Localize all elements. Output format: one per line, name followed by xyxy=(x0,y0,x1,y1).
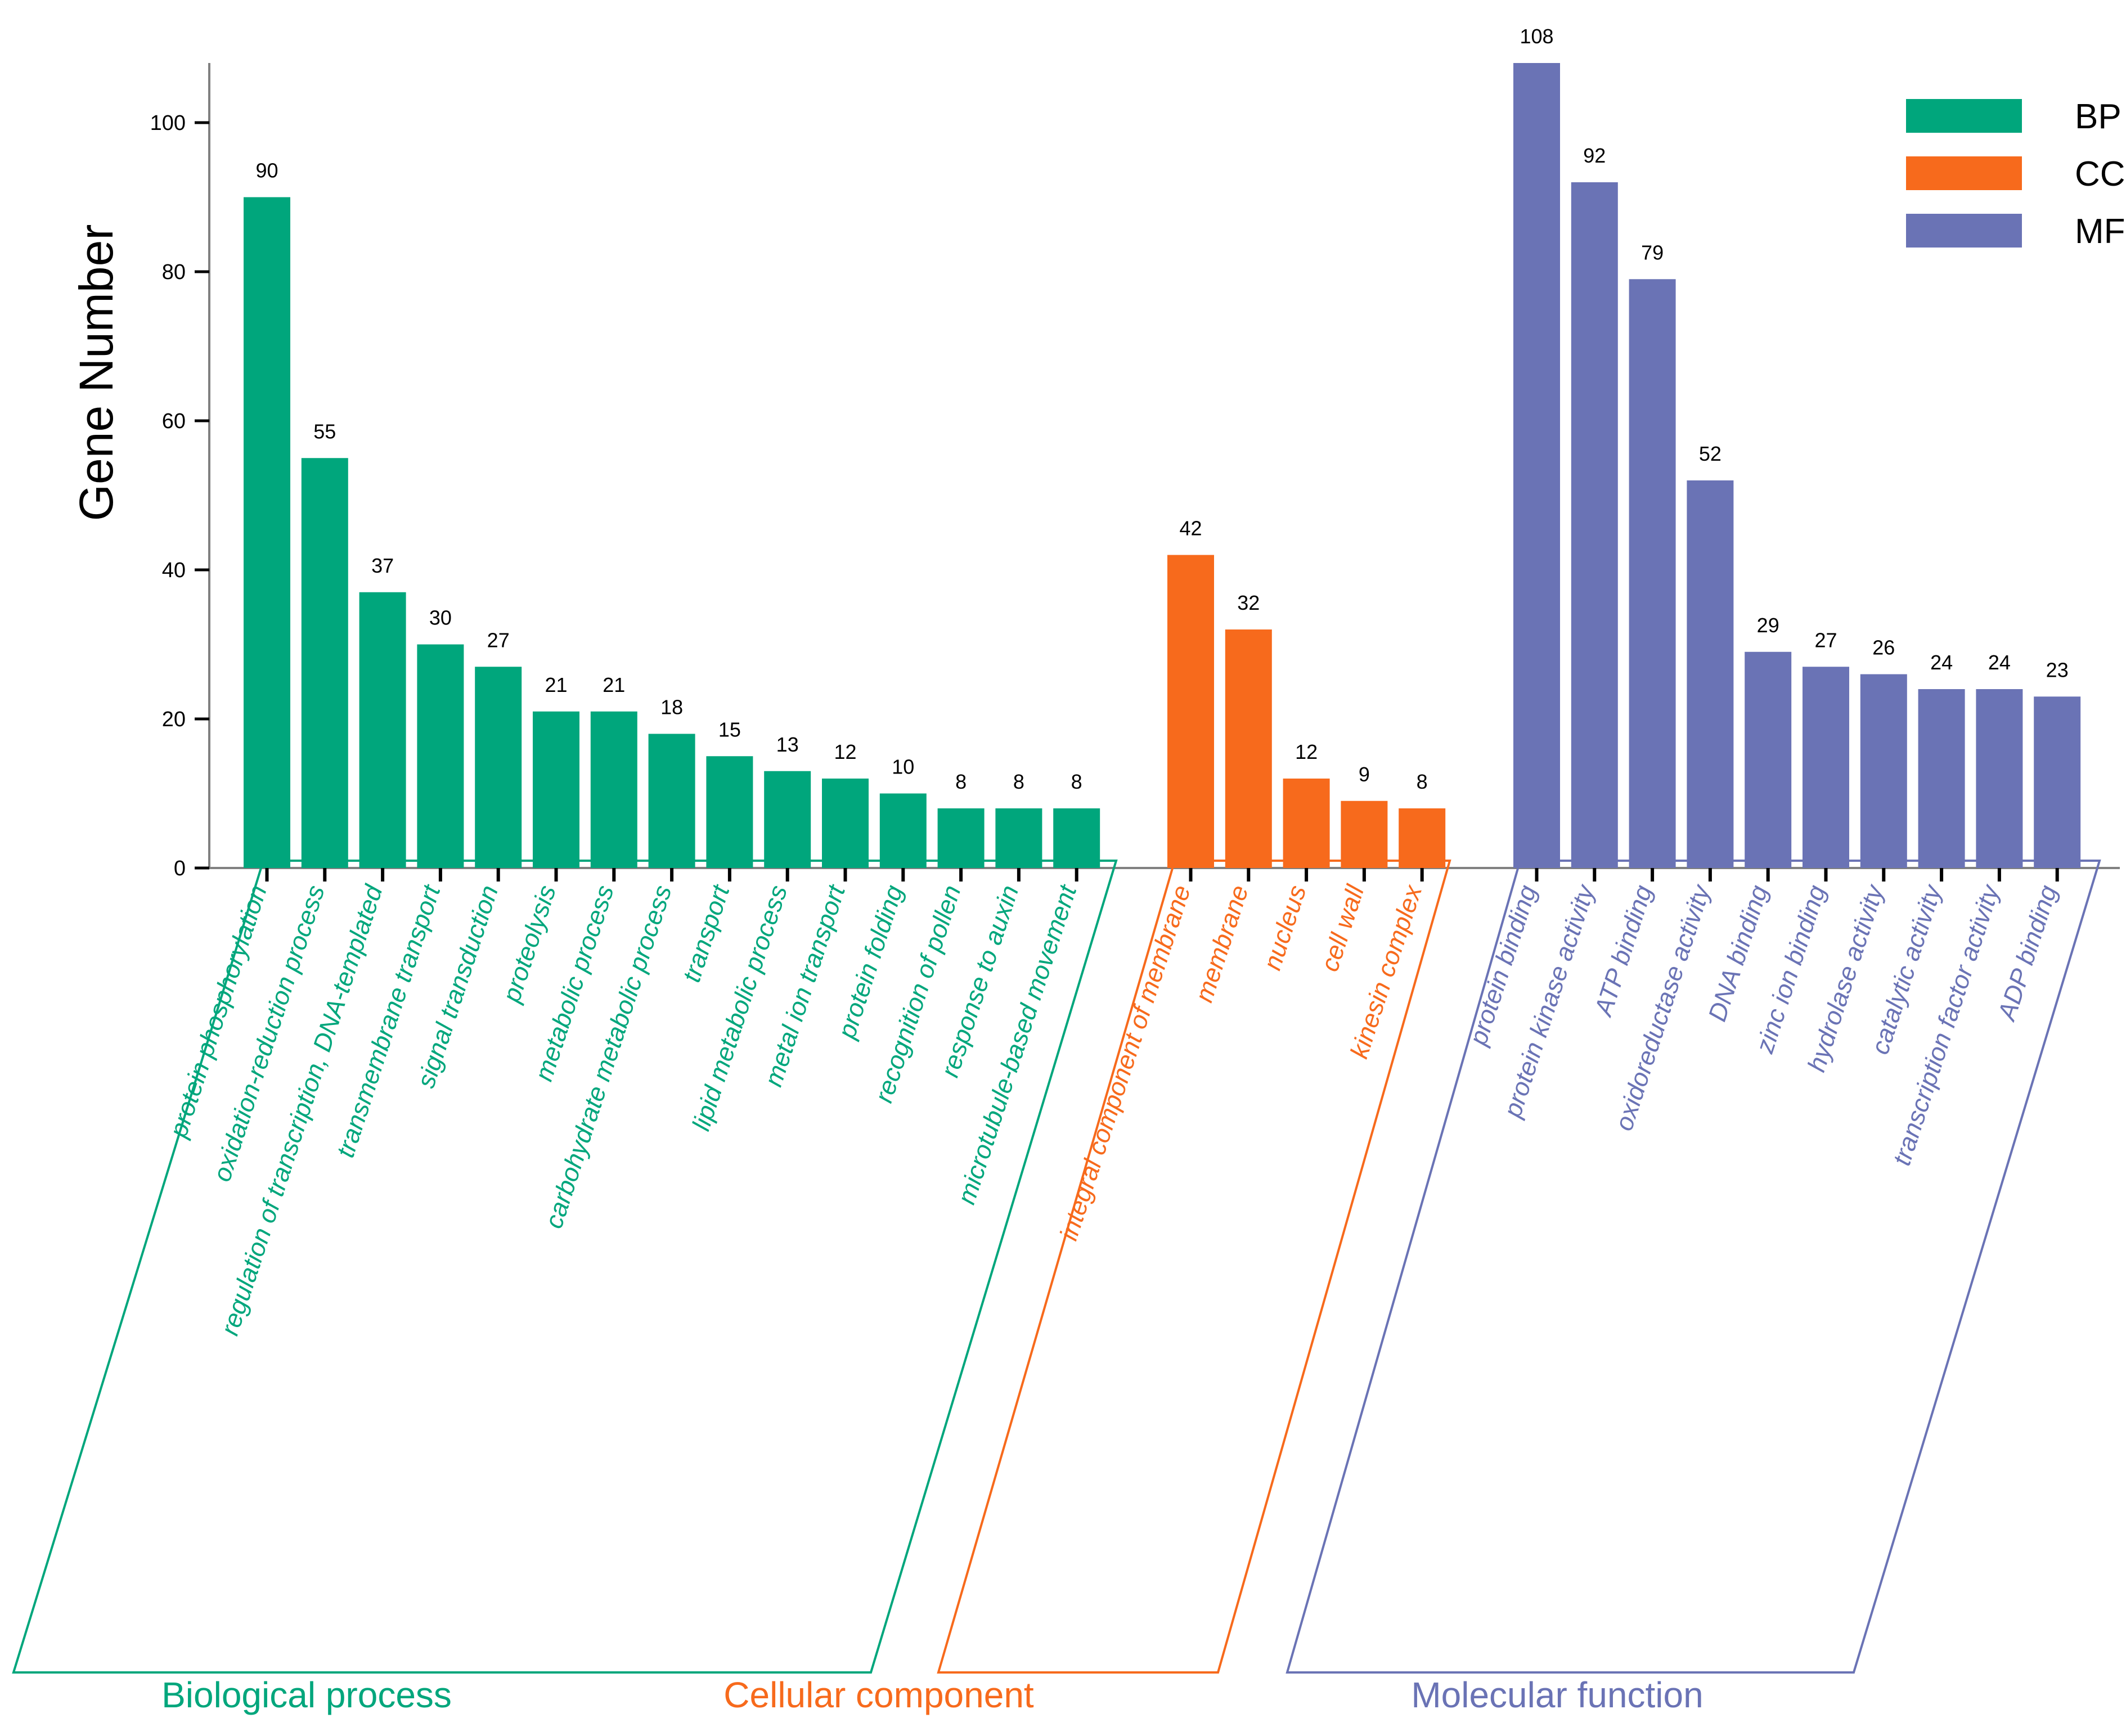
bar-value-label: 12 xyxy=(1295,740,1318,763)
bar-value-label: 32 xyxy=(1237,591,1260,614)
y-tick-label: 0 xyxy=(174,857,186,880)
bar-value-label: 90 xyxy=(255,159,278,182)
bar-value-label: 8 xyxy=(1071,770,1082,793)
bar-value-label: 8 xyxy=(955,770,967,793)
axes: 0 20 40 60 80 100 xyxy=(150,63,2120,882)
bar-bp xyxy=(764,771,811,868)
category-label: transport xyxy=(677,880,735,986)
bar-value-label: 26 xyxy=(1872,636,1895,659)
bar-mf xyxy=(1803,667,1849,868)
bar-bp xyxy=(822,779,869,868)
category-label: nucleus xyxy=(1257,882,1311,973)
bar-cc xyxy=(1225,629,1272,868)
bar-cc xyxy=(1341,800,1388,868)
bar-bp xyxy=(706,756,753,868)
legend: BP CC MF xyxy=(1906,97,2125,251)
category-label: membrane xyxy=(1189,882,1254,1005)
category-label: integral component of membrane xyxy=(1054,882,1196,1244)
bar-mf xyxy=(1513,63,1560,868)
bar-value-label: 92 xyxy=(1583,144,1606,167)
bar-bp xyxy=(1053,808,1100,868)
category-label: DNA binding xyxy=(1702,882,1773,1024)
bar-value-label: 15 xyxy=(718,718,741,741)
bar-bp xyxy=(879,793,927,868)
bar-bp xyxy=(359,592,406,868)
bar-bp xyxy=(244,197,290,868)
bar-bp xyxy=(417,644,464,868)
bar-mf xyxy=(1918,689,1965,868)
group-title-mf: Molecular function xyxy=(1411,1675,1703,1715)
bar-bp xyxy=(475,667,522,868)
bar-value-label: 55 xyxy=(313,420,336,443)
bar-value-label: 27 xyxy=(1814,628,1837,651)
category-label: ATP binding xyxy=(1588,882,1658,1020)
bar-bp xyxy=(301,458,348,868)
y-tick-label: 40 xyxy=(162,559,186,582)
bar-bp xyxy=(648,734,695,868)
y-tick-label: 20 xyxy=(162,708,186,731)
bar-value-label: 24 xyxy=(1988,651,2011,674)
bar-value-label: 18 xyxy=(660,696,683,719)
bar-bp xyxy=(995,808,1042,868)
y-axis-title: Gene Number xyxy=(70,224,123,521)
bar-mf xyxy=(1687,480,1734,868)
bar-mf xyxy=(1571,182,1618,868)
bar-bp xyxy=(590,711,637,868)
bracket-cc xyxy=(937,860,1451,1674)
group-title-bp: Biological process xyxy=(161,1675,452,1715)
bar-value-label: 21 xyxy=(545,673,567,696)
bar-cc xyxy=(1283,779,1330,868)
bar-value-label: 30 xyxy=(429,606,452,629)
y-tick-label: 60 xyxy=(162,410,186,433)
bar-mf xyxy=(1745,651,1792,868)
bar-cc xyxy=(1399,808,1446,868)
legend-label-mf: MF xyxy=(2075,212,2125,251)
bar-mf xyxy=(1860,674,1907,868)
legend-swatch-mf xyxy=(1906,214,2022,248)
bar-value-label: 23 xyxy=(2046,658,2069,681)
legend-label-cc: CC xyxy=(2075,155,2125,194)
bar-cc xyxy=(1167,555,1214,868)
bar-value-label: 27 xyxy=(487,628,510,651)
legend-swatch-cc xyxy=(1906,156,2022,190)
bar-value-label: 42 xyxy=(1179,517,1202,540)
bar-value-label: 13 xyxy=(776,733,799,756)
bar-bp xyxy=(533,711,579,868)
bracket-bp xyxy=(12,860,1118,1674)
bar-value-label: 37 xyxy=(371,554,394,577)
bar-value-label: 21 xyxy=(603,673,625,696)
bar-value-label: 9 xyxy=(1359,763,1370,786)
group-brackets: Biological process Cellular component Mole… xyxy=(12,860,2101,1715)
legend-swatch-bp xyxy=(1906,99,2022,133)
category-label: transcription factor activity xyxy=(1887,880,2005,1169)
x-category-labels: protein phosphorylationoxidation-reducti… xyxy=(163,880,2062,1339)
category-label: proteolysis xyxy=(496,882,561,1006)
category-label: cell wall xyxy=(1315,880,1370,974)
bar-value-label: 52 xyxy=(1699,442,1722,465)
y-tick-label: 100 xyxy=(150,111,186,135)
bar-value-label: 8 xyxy=(1417,770,1428,793)
bar-value-label: 29 xyxy=(1757,614,1779,637)
bar-mf xyxy=(1976,689,2023,868)
bar-value-label: 10 xyxy=(892,755,914,779)
bar-value-label: 24 xyxy=(1930,651,1953,674)
bar-bp xyxy=(937,808,985,868)
category-label: ADP binding xyxy=(1992,882,2062,1025)
bar-value-label: 8 xyxy=(1013,770,1024,793)
bracket-mf xyxy=(1286,860,2101,1674)
legend-label-bp: BP xyxy=(2075,97,2121,136)
bar-value-label: 12 xyxy=(834,740,856,763)
y-tick-label: 80 xyxy=(162,260,186,284)
bar-value-label: 79 xyxy=(1641,241,1664,264)
bar-value-label: 108 xyxy=(1520,25,1553,48)
bar-mf xyxy=(1629,279,1676,868)
group-title-cc: Cellular component xyxy=(723,1675,1034,1715)
bar-mf xyxy=(2034,696,2081,868)
